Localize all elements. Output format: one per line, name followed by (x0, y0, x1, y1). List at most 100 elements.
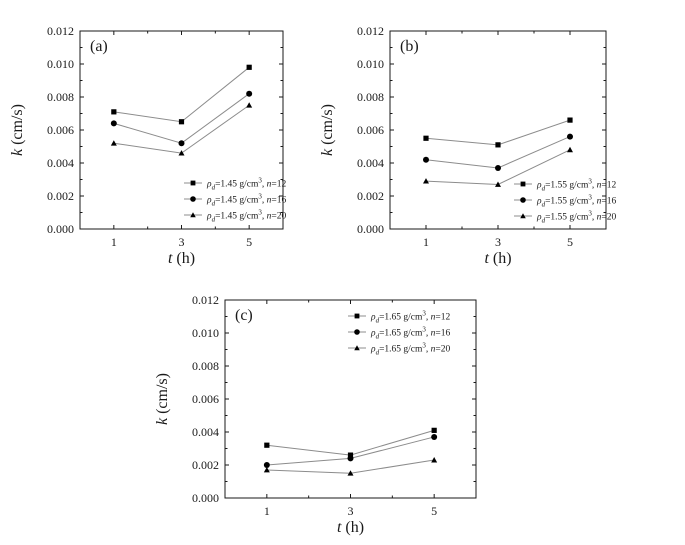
legend-mid: =1.55 g/cm (545, 213, 589, 223)
legend-mid: =1.45 g/cm (215, 212, 259, 222)
legend-n: n (267, 212, 272, 222)
x-axis-label: t (h) (168, 250, 195, 267)
data-point-circle (246, 90, 253, 97)
x-axis-unit: (h) (341, 519, 364, 536)
data-point-circle (347, 455, 354, 462)
legend-sep: , (262, 212, 267, 222)
x-tick-label: 3 (348, 504, 354, 518)
legend-mid: =1.55 g/cm (545, 197, 589, 207)
x-axis-label: t (h) (484, 250, 511, 267)
legend-rho: ρ (536, 181, 542, 191)
legend-rho: ρ (370, 345, 376, 355)
y-tick-label: 0.008 (192, 359, 219, 373)
x-tick-label: 1 (111, 235, 117, 249)
x-tick-label: 1 (264, 504, 270, 518)
legend-mid: =1.65 g/cm (379, 313, 423, 323)
legend-val: =12 (271, 180, 286, 190)
legend-val: =12 (601, 181, 616, 191)
y-tick-label: 0.004 (357, 156, 384, 170)
data-point-square (178, 119, 185, 125)
x-axis-label: t (h) (337, 519, 364, 536)
panel-b: 0.000 0.002 0.004 0.006 0.008 0.010 0.012 1 3 5 (b… (319, 24, 617, 267)
data-point-square (264, 442, 270, 448)
legend-marker-circle (520, 197, 526, 203)
series-square (111, 64, 252, 125)
y-axis-var: k (9, 148, 26, 156)
legend-sub: d (542, 217, 546, 225)
legend-entry: ρd=1.45 g/cm3, n=12 (184, 177, 287, 192)
y-tick-label: 0.010 (47, 57, 74, 71)
legend-n: n (267, 196, 272, 206)
y-tick-label: 0.002 (192, 458, 219, 472)
data-point-circle (431, 433, 438, 440)
legend-sup: 3 (258, 193, 262, 201)
y-tick-label: 0.002 (357, 189, 384, 203)
legend-sep: , (262, 180, 267, 190)
legend-rho: ρ (536, 213, 542, 223)
legend-label: ρd=1.55 g/cm3, n=16 (536, 194, 617, 209)
legend-rho: ρ (206, 180, 212, 190)
legend-sup: 3 (588, 210, 592, 218)
legend-label: ρd=1.55 g/cm3, n=12 (536, 178, 617, 193)
x-axis-var: t (337, 519, 342, 536)
series-line (113, 66, 250, 123)
legend-sub: d (376, 317, 380, 325)
legend-entry: ρd=1.45 g/cm3, n=16 (184, 193, 287, 208)
legend-marker-triangle (520, 213, 526, 219)
legend-sup: 3 (258, 209, 262, 217)
y-axis-unit: (cm/s) (154, 373, 171, 418)
x-axis-var: t (168, 250, 173, 267)
series-line (425, 136, 571, 169)
data-point-square (495, 142, 501, 148)
data-point-circle (567, 133, 573, 140)
panel-a: 0.000 0.002 0.004 0.006 0.008 0.010 0.012 1 3 5 (a… (9, 24, 287, 267)
x-axis-var: t (484, 250, 489, 267)
legend-n: n (431, 329, 436, 339)
y-axis-unit: (cm/s) (319, 104, 336, 149)
x-axis-unit: (h) (172, 250, 195, 267)
legend-sep: , (592, 213, 597, 223)
data-point-triangle (431, 457, 438, 463)
legend-sub: d (542, 185, 546, 193)
data-point-circle (423, 156, 429, 163)
legend-n: n (597, 181, 602, 191)
legend-rho: ρ (536, 197, 542, 207)
legend-label: ρd=1.65 g/cm3, n=12 (370, 310, 451, 325)
legend-sub: d (376, 349, 380, 357)
x-tick-label: 5 (246, 235, 252, 249)
x-tick-label: 3 (495, 235, 501, 249)
series-line (266, 429, 435, 456)
series-triangle (110, 102, 253, 156)
data-point-triangle (110, 140, 117, 146)
series-circle (423, 133, 573, 171)
legend-label: ρd=1.45 g/cm3, n=20 (206, 209, 287, 224)
legend-mid: =1.65 g/cm (379, 329, 423, 339)
legend-entry: ρd=1.55 g/cm3, n=12 (514, 178, 617, 193)
series-line (425, 119, 571, 146)
y-tick-label: 0.012 (192, 293, 219, 307)
legend-sep: , (262, 196, 267, 206)
legend-rho: ρ (206, 212, 212, 222)
series-square (423, 117, 573, 148)
legend-mid: =1.45 g/cm (215, 196, 259, 206)
y-tick-label: 0.010 (192, 326, 219, 340)
legend-entry: ρd=1.65 g/cm3, n=16 (348, 326, 451, 341)
legend-sep: , (426, 329, 431, 339)
legend-sub: d (212, 184, 216, 192)
legend-marker-circle (354, 329, 360, 335)
legend-val: =20 (271, 212, 286, 222)
y-tick-label: 0.008 (47, 90, 74, 104)
data-point-triangle (347, 470, 354, 476)
legend-sub: d (542, 201, 546, 209)
series-triangle (423, 146, 573, 187)
series-circle (263, 433, 438, 468)
series-circle (110, 90, 253, 147)
legend-sup: 3 (258, 177, 262, 185)
data-point-triangle (178, 150, 185, 156)
y-axis-label: k (cm/s) (319, 104, 336, 156)
y-tick-label: 0.012 (357, 24, 384, 38)
legend-sub: d (376, 333, 380, 341)
legend-entry: ρd=1.55 g/cm3, n=20 (514, 210, 617, 225)
y-tick-label: 0.010 (357, 57, 384, 71)
y-tick-label: 0.004 (47, 156, 74, 170)
